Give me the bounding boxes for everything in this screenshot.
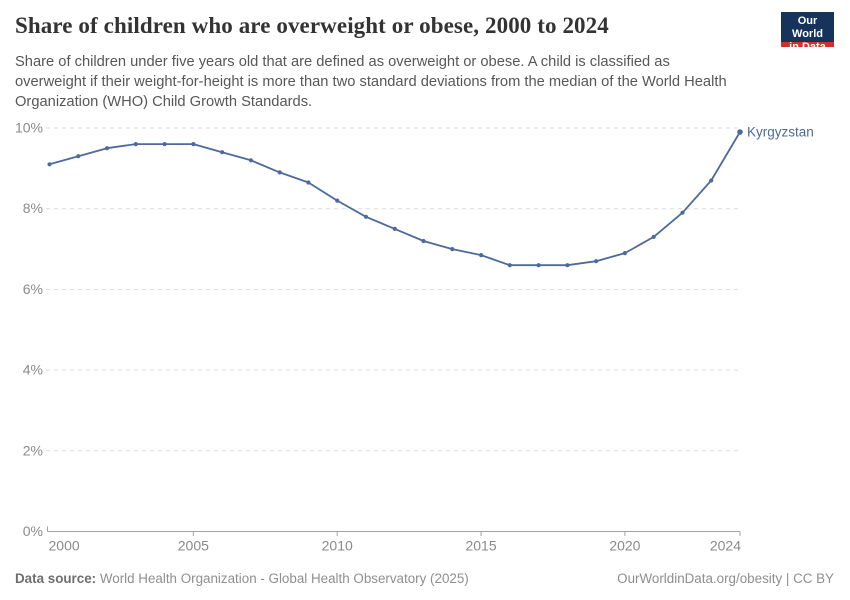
owid-logo-box: Our World in Data <box>781 12 834 53</box>
subtitle-line: Organization (WHO) Child Growth Standard… <box>15 94 313 110</box>
data-point-2020 <box>622 251 628 256</box>
x-tick-label-2005: 2005 <box>178 538 209 554</box>
data-point-2012 <box>392 226 397 231</box>
data-point-2010 <box>335 198 340 203</box>
owid-logo: Our World in Data <box>781 12 834 53</box>
y-tick-label-2%: 2% <box>23 442 43 458</box>
chart-footer: Data source: World Health Organization -… <box>15 571 834 586</box>
data-point-2011 <box>363 214 369 219</box>
subtitle-line: Share of children under five years old t… <box>15 54 670 70</box>
y-tick-label-8%: 8% <box>23 200 43 216</box>
owid-logo-line2: in Data <box>789 41 826 53</box>
owid-logo-red-stripe <box>781 42 834 47</box>
data-point-2005 <box>191 142 196 147</box>
entity-label-kyrgyzstan[interactable]: Kyrgyzstan <box>747 125 814 140</box>
subtitle-line: overweight if their weight-for-height is… <box>15 74 727 90</box>
x-tick-label-2000: 2000 <box>49 538 80 554</box>
data-point-2003 <box>133 142 138 147</box>
x-tick-label-2015: 2015 <box>465 538 496 554</box>
data-point-2022 <box>680 210 685 215</box>
data-point-2004 <box>162 142 167 147</box>
data-source-text: World Health Organization - Global Healt… <box>96 571 469 586</box>
y-tick-label-10%: 10% <box>15 120 43 136</box>
y-tick-label-6%: 6% <box>23 281 43 297</box>
owid-logo-line1: Our World <box>792 15 823 40</box>
data-point-2018 <box>565 263 570 268</box>
x-tick-label-2024: 2024 <box>710 538 741 554</box>
data-point-2002 <box>104 146 110 151</box>
data-point-2024 <box>737 129 743 135</box>
data-point-2006 <box>220 150 225 155</box>
data-point-2013 <box>421 238 426 244</box>
data-point-2019 <box>594 259 599 264</box>
data-point-2017 <box>536 263 541 268</box>
data-point-2008 <box>277 170 282 175</box>
data-point-2016 <box>507 263 512 268</box>
chart-title: Share of children who are overweight or … <box>15 13 609 38</box>
x-tick-label-2020: 2020 <box>609 538 640 554</box>
chart-subtitle: Share of children under five years old t… <box>15 52 775 112</box>
data-point-2015 <box>479 253 484 258</box>
data-point-2007 <box>248 158 253 163</box>
y-tick-label-4%: 4% <box>23 362 43 378</box>
y-tick-label-0%: 0% <box>23 523 43 539</box>
data-source-label: Data source: <box>15 571 97 586</box>
data-point-2021 <box>651 234 656 239</box>
data-point-2014 <box>450 247 455 252</box>
footer-license: OurWorldinData.org/obesity | CC BY <box>617 571 834 586</box>
x-tick-label-2010: 2010 <box>322 538 353 554</box>
data-source: Data source: World Health Organization -… <box>15 571 469 586</box>
data-point-2023 <box>709 178 714 183</box>
data-point-2009 <box>306 180 311 185</box>
data-point-2001 <box>76 154 81 159</box>
data-point-2000 <box>47 162 52 167</box>
series-line-kyrgyzstan[interactable] <box>48 131 741 267</box>
